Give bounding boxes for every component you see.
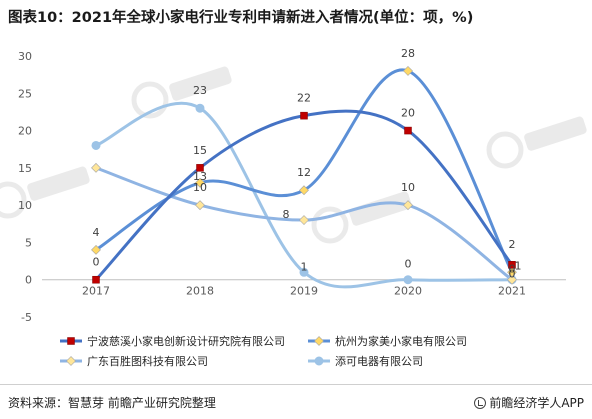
data-point xyxy=(403,275,413,285)
data-label: 13 xyxy=(193,170,207,183)
data-point xyxy=(195,177,205,188)
data-label: 22 xyxy=(297,92,311,105)
legend-label: 添可电器有限公司 xyxy=(335,354,423,368)
legend-label: 宁波慈溪小家电创新设计研究院有限公司 xyxy=(87,334,285,348)
data-point xyxy=(403,200,413,211)
brand-label: 前瞻经济学人APP xyxy=(489,396,584,410)
x-tick-label: 2018 xyxy=(186,285,214,298)
x-tick-label: 2020 xyxy=(394,285,422,298)
watermark xyxy=(0,66,587,244)
legend-item: 广东百胜图科技有限公司 xyxy=(60,354,208,368)
data-point xyxy=(91,140,101,150)
data-label: 0 xyxy=(509,263,516,276)
data-label: 20 xyxy=(401,107,415,120)
data-label: 0 xyxy=(93,256,100,269)
data-label: 0 xyxy=(509,268,516,281)
data-label: 12 xyxy=(297,166,311,179)
data-point xyxy=(91,162,101,173)
legend-label: 广东百胜图科技有限公司 xyxy=(87,354,208,368)
watermark-logo xyxy=(131,66,232,119)
y-tick-label: 25 xyxy=(18,87,32,100)
y-tick-label: 10 xyxy=(18,199,32,212)
data-point xyxy=(508,261,516,269)
data-point xyxy=(300,111,308,120)
data-label: 4 xyxy=(93,226,100,239)
legend-marker xyxy=(66,356,76,366)
series-line xyxy=(94,68,514,274)
data-label: 1 xyxy=(301,260,308,273)
source-note: 资料来源：智慧芽 前瞻产业研究院整理 xyxy=(8,396,216,410)
legend-marker xyxy=(314,356,324,366)
legend-marker xyxy=(67,337,75,345)
data-label: 10 xyxy=(401,181,415,194)
data-label: 2 xyxy=(509,238,516,251)
data-point xyxy=(195,103,205,113)
series-markers xyxy=(91,65,517,285)
data-point xyxy=(299,185,309,196)
series-line xyxy=(94,101,514,289)
legend-item: 杭州为家美小家电有限公司 xyxy=(308,334,467,348)
watermark-logo xyxy=(486,116,587,169)
data-point xyxy=(507,274,517,285)
footer: 资料来源：智慧芽 前瞻产业研究院整理 前瞻经济学人APP xyxy=(0,384,592,419)
data-point xyxy=(299,215,309,225)
y-tick-label: -5 xyxy=(21,311,32,324)
x-tick-label: 2019 xyxy=(290,285,318,298)
data-point xyxy=(195,200,205,211)
logo-icon xyxy=(474,397,487,409)
data-point xyxy=(196,164,204,172)
legend-label: 杭州为家美小家电有限公司 xyxy=(335,334,467,348)
y-tick-label: 0 xyxy=(25,274,32,287)
chart-legend: 宁波慈溪小家电创新设计研究院有限公司 杭州为家美小家电有限公司广东百胜图科技有限公… xyxy=(60,334,467,368)
watermark-logo xyxy=(0,166,90,219)
watermark-logo xyxy=(311,191,412,244)
data-label: 28 xyxy=(401,47,415,60)
data-point xyxy=(92,275,100,284)
page-title: 图表10：2021年全球小家电行业专利申请新进入者情况(单位：项，%) xyxy=(8,10,474,26)
brand-credit: 前瞻经济学人APP xyxy=(474,394,584,411)
data-label: 1 xyxy=(515,259,522,272)
y-tick-label: 15 xyxy=(18,162,32,175)
legend-marker xyxy=(314,336,324,346)
legend-item: 添可电器有限公司 xyxy=(308,354,423,368)
data-label: 8 xyxy=(283,208,290,221)
data-point xyxy=(403,65,413,76)
x-tick-label: 2017 xyxy=(82,285,110,298)
data-point xyxy=(91,244,101,255)
data-label: 0 xyxy=(405,258,412,271)
legend-item: 宁波慈溪小家电创新设计研究院有限公司 xyxy=(60,334,285,348)
data-point xyxy=(404,126,412,135)
data-point xyxy=(507,267,517,278)
data-label: 23 xyxy=(193,84,207,97)
y-tick-label: 5 xyxy=(25,236,32,249)
y-tick-label: 30 xyxy=(18,50,32,63)
data-label: 10 xyxy=(193,181,207,194)
series-line xyxy=(94,109,514,282)
x-tick-label: 2021 xyxy=(498,285,526,298)
y-tick-label: 20 xyxy=(18,125,32,138)
data-label: 15 xyxy=(193,144,207,157)
data-point xyxy=(299,267,309,277)
